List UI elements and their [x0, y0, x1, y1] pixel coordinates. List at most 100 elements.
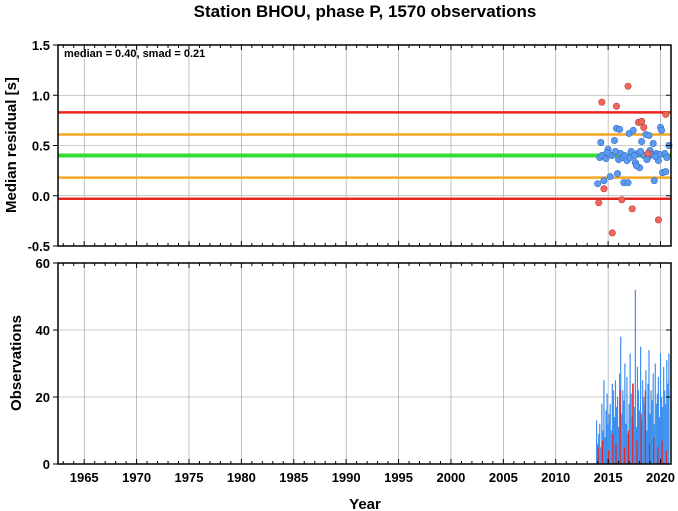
outlier-point — [600, 185, 608, 193]
year-tick-label: 1970 — [122, 470, 151, 485]
observation-bar — [606, 393, 608, 464]
observation-bar — [610, 430, 612, 464]
observation-bar — [625, 423, 627, 464]
year-tick-label: 1975 — [175, 470, 204, 485]
observation-bar — [622, 390, 624, 464]
observations-x-ticks: 1965 1970 1975 1980 1985 1990 1995 2000 2005 2010… — [62, 263, 675, 485]
outlier-observation-bar — [597, 447, 599, 464]
outlier-point — [624, 82, 632, 90]
outlier-observation-bar — [644, 390, 646, 464]
observation-bar — [624, 363, 626, 464]
outlier-observation-bar — [619, 390, 621, 464]
year-tick-label: 1985 — [279, 470, 308, 485]
outlier-observation-bar — [632, 383, 634, 464]
observation-bar — [659, 353, 662, 464]
observation-bar — [604, 437, 606, 464]
observation-bar — [621, 413, 623, 464]
observation-bar — [600, 447, 602, 464]
observations-grid — [58, 262, 671, 465]
outlier-observation-bar — [615, 443, 617, 464]
year-tick-label: 2000 — [436, 470, 465, 485]
observation-bar — [636, 366, 639, 464]
outlier-observation-bar — [648, 443, 651, 464]
residual-point — [651, 153, 659, 161]
outlier-point — [598, 98, 606, 106]
observations-bars — [596, 289, 670, 464]
observation-bar — [666, 360, 668, 464]
outlier-observation-bar — [601, 440, 603, 464]
outlier-observation-bar — [661, 440, 663, 464]
observation-bar — [607, 423, 609, 464]
year-tick-label: 1980 — [227, 470, 256, 485]
residual-point — [616, 125, 624, 133]
observation-bar — [637, 390, 640, 464]
outlier-point — [638, 117, 646, 125]
observation-bar — [633, 407, 635, 464]
observation-bar — [658, 417, 661, 464]
residual-points — [594, 82, 673, 237]
observations-y-ticks: 60 40 20 0 — [36, 256, 671, 472]
residual-grid — [58, 44, 671, 247]
observation-bar — [640, 346, 642, 464]
observation-bar — [662, 407, 664, 464]
observation-bar — [613, 417, 616, 464]
residual-point — [600, 177, 608, 185]
observation-bar — [630, 393, 632, 464]
observation-bar — [656, 393, 658, 464]
residual-y-tick-label: 0.5 — [32, 139, 50, 154]
observations-y-tick-label: 60 — [36, 256, 50, 271]
observation-bar — [648, 350, 650, 464]
observation-bar — [615, 407, 618, 464]
outlier-observation-bar — [608, 450, 610, 464]
residual-point — [603, 149, 611, 157]
observation-bar — [650, 390, 652, 464]
residual-point — [649, 139, 657, 147]
observation-bar — [605, 410, 607, 464]
outlier-observation-bar — [653, 437, 655, 464]
observation-bar — [665, 403, 667, 464]
residual-point — [629, 126, 637, 134]
outlier-observation-bar — [665, 450, 667, 464]
chart-title: Station BHOU, phase P, 1570 observations — [194, 2, 537, 21]
residual-point — [658, 126, 666, 134]
year-tick-label: 2015 — [594, 470, 623, 485]
outlier-point — [618, 196, 626, 204]
residual-y-tick-label: -0.5 — [28, 239, 50, 254]
observation-bar — [601, 403, 603, 464]
residual-point — [606, 173, 614, 181]
residual-panel: 1.5 1.0 0.5 0.0 -0.5 median = 0.40, smad = 0… — [3, 38, 673, 254]
residual-reference-lines — [58, 111, 671, 201]
residual-y-ticks: 1.5 1.0 0.5 0.0 -0.5 — [28, 38, 671, 254]
observation-bar — [660, 397, 663, 464]
observation-bar — [611, 383, 613, 464]
outlier-observation-bar — [640, 413, 642, 464]
observation-bar — [608, 413, 610, 464]
outlier-point — [640, 123, 648, 131]
observation-bar — [629, 353, 631, 464]
residual-point — [645, 131, 653, 139]
observation-bar — [616, 397, 619, 464]
residual-point — [597, 138, 605, 146]
residual-y-tick-label: 1.0 — [32, 88, 50, 103]
median-smad-annotation: median = 0.40, smad = 0.21 — [64, 48, 205, 60]
residual-point — [610, 136, 618, 144]
observation-bar — [663, 366, 665, 464]
observation-bar — [609, 403, 611, 464]
outlier-point — [644, 150, 652, 158]
observation-bar — [646, 430, 648, 464]
observation-bar — [596, 420, 598, 464]
year-tick-label: 1990 — [332, 470, 361, 485]
residual-point — [638, 137, 646, 145]
residual-point — [611, 148, 619, 156]
outlier-observation-bar — [657, 447, 659, 464]
observations-y-tick-label: 0 — [43, 457, 50, 472]
outlier-observation-bar — [623, 447, 625, 464]
observations-y-axis-label: Observations — [8, 315, 25, 411]
outlier-point — [628, 205, 636, 213]
observation-bar — [654, 363, 656, 464]
observation-bar — [649, 413, 651, 464]
observation-bar — [655, 403, 657, 464]
residual-x-ticks — [62, 45, 672, 246]
residual-point — [643, 156, 651, 164]
